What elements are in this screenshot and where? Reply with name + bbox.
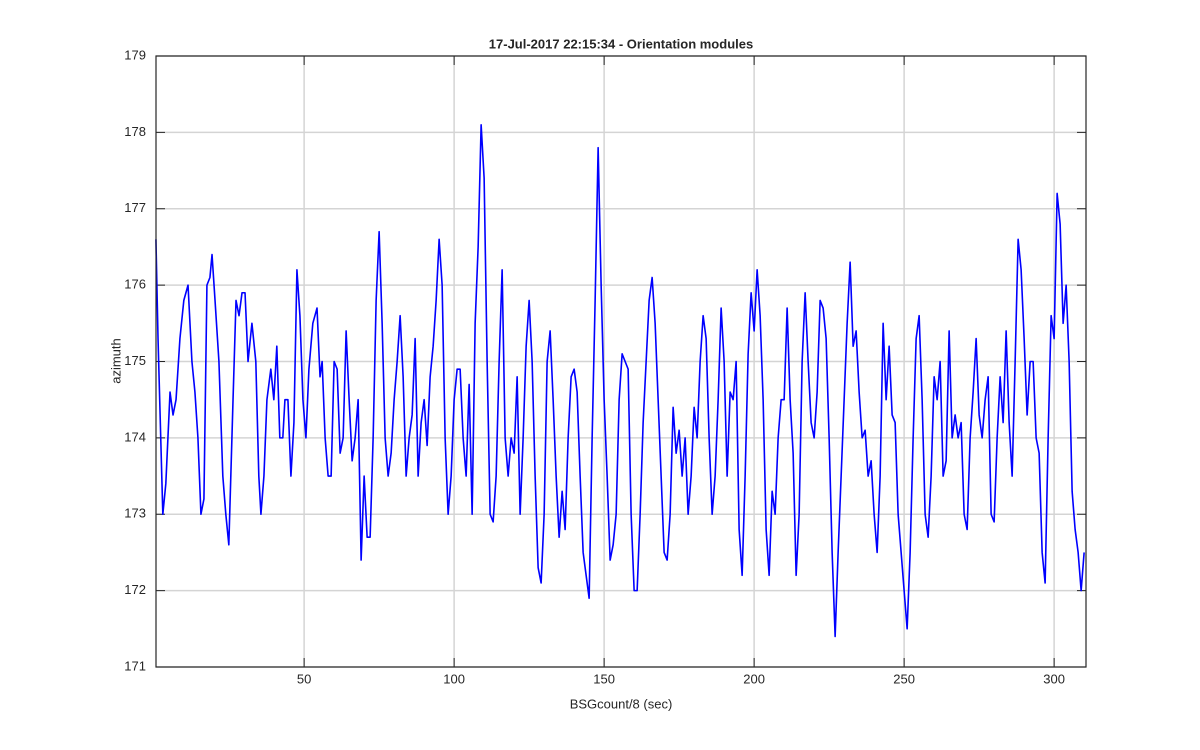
x-tick-label: 50 bbox=[297, 671, 311, 686]
y-tick-label: 173 bbox=[124, 506, 146, 521]
x-tick-label: 200 bbox=[743, 671, 765, 686]
x-tick-label: 100 bbox=[443, 671, 465, 686]
y-axis-label: azimuth bbox=[108, 338, 123, 384]
chart-title: 17-Jul-2017 22:15:34 - Orientation modul… bbox=[489, 36, 753, 51]
y-tick-label: 175 bbox=[124, 353, 146, 368]
plot-box bbox=[155, 55, 1087, 668]
x-tick-label: 300 bbox=[1043, 671, 1065, 686]
y-tick-label: 174 bbox=[124, 429, 146, 444]
x-tick-label: 150 bbox=[593, 671, 615, 686]
x-axis-label: BSGcount/8 (sec) bbox=[570, 696, 673, 711]
y-tick-label: 178 bbox=[124, 124, 146, 139]
y-tick-label: 171 bbox=[124, 658, 146, 673]
data-line bbox=[155, 123, 1085, 638]
y-tick-label: 179 bbox=[124, 47, 146, 62]
y-tick-label: 177 bbox=[124, 200, 146, 215]
y-tick-label: 176 bbox=[124, 277, 146, 292]
y-tick-label: 172 bbox=[124, 582, 146, 597]
x-tick-label: 250 bbox=[893, 671, 915, 686]
